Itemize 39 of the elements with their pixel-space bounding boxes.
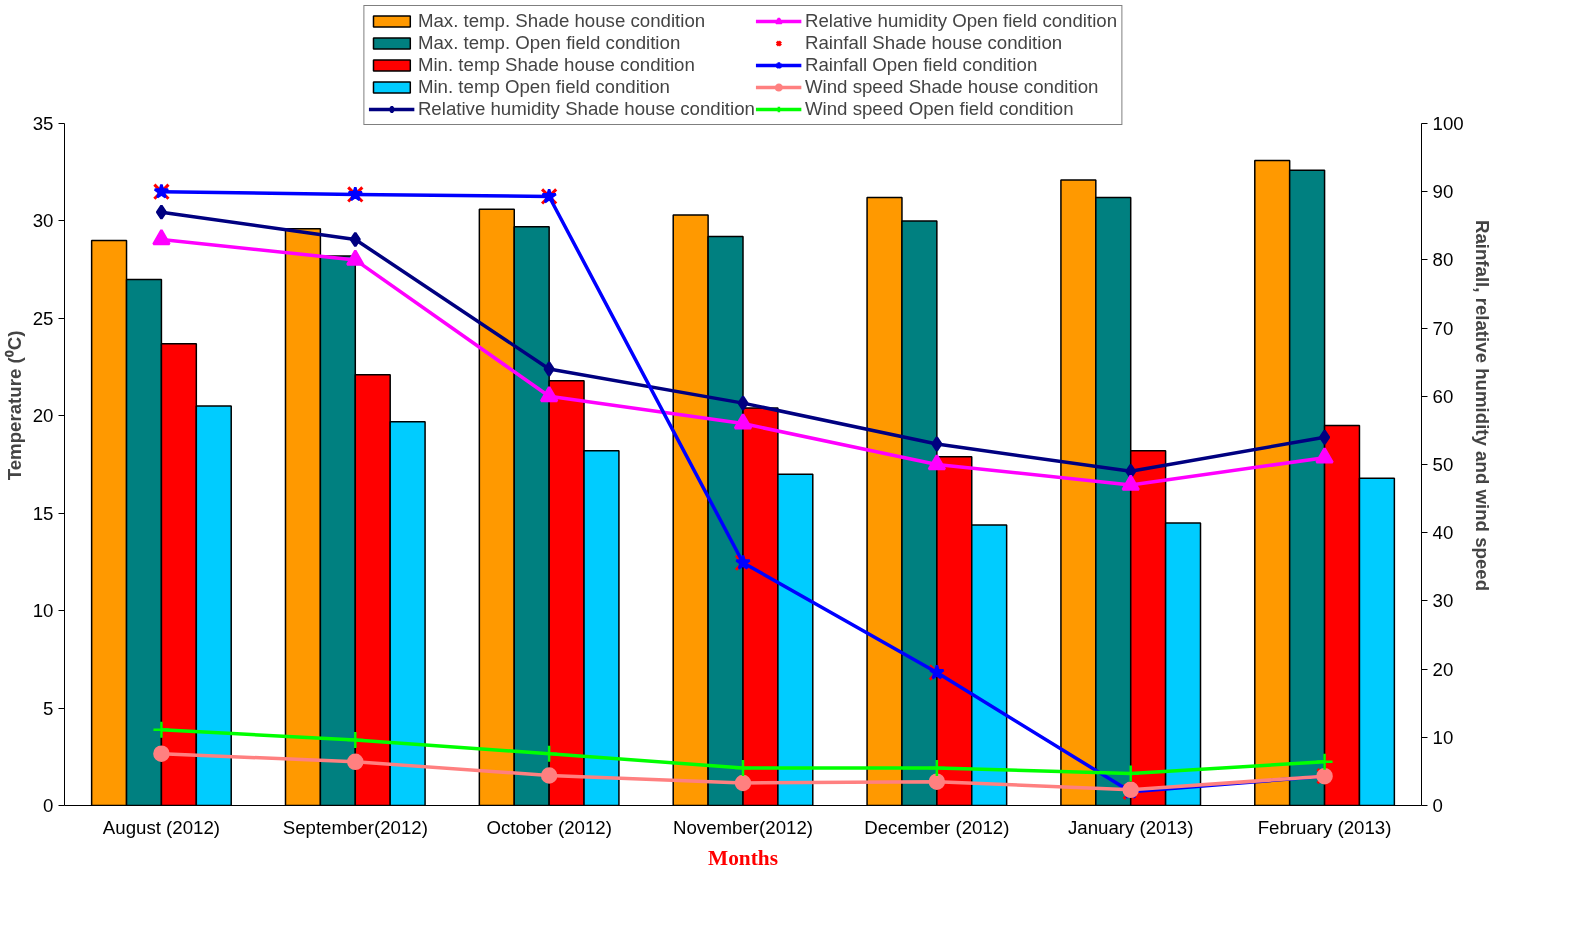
x-tick-label: January (2013) [1067, 816, 1194, 838]
y2-tick-label: 30 [1432, 590, 1454, 612]
legend-label: Rainfall Open field condition [804, 54, 1038, 76]
y2-tick-label: 0 [1432, 795, 1443, 816]
y2-tick-label: 40 [1432, 522, 1454, 544]
y2-tick-label: 20 [1432, 658, 1454, 680]
y-tick-label: 10 [32, 600, 54, 622]
y2-tick-label: 100 [1432, 113, 1464, 134]
x-tick-label: August (2012) [102, 816, 221, 838]
y-axis-title: Temperature (⁰C) [3, 330, 25, 481]
legend-label: Rainfall Shade house condition [804, 32, 1063, 54]
x-tick-label: November(2012) [673, 816, 814, 838]
legend-label: Wind speed Shade house condition [804, 76, 1099, 98]
y2-tick-label: 80 [1432, 249, 1454, 271]
legend-label: Relative humidity Shade house condition [417, 98, 755, 120]
y-tick-label: 0 [43, 795, 54, 816]
x-tick-label: February (2013) [1257, 816, 1392, 838]
legend-label: Wind speed Open field condition [804, 98, 1074, 120]
legend-label: Min. temp Open field condition [417, 76, 670, 98]
legend-label: Relative humidity Open field condition [804, 10, 1118, 32]
x-tick-label: September(2012) [282, 816, 428, 838]
y-tick-label: 25 [32, 307, 54, 329]
y2-tick-label: 10 [1432, 726, 1454, 748]
legend-label: Min. temp Shade house condition [417, 54, 695, 76]
x-tick-label: October (2012) [486, 816, 612, 838]
y-tick-label: 35 [32, 113, 54, 134]
y2-tick-label: 50 [1432, 454, 1454, 475]
y2-tick-label: 60 [1432, 385, 1454, 407]
x-axis-title: Months [708, 845, 778, 870]
y-tick-label: 5 [43, 697, 54, 719]
x-tick-label: December (2012) [864, 816, 1010, 838]
y-tick-label: 30 [32, 210, 54, 232]
legend-label: Max. temp. Shade house condition [417, 10, 706, 32]
y-tick-label: 15 [32, 502, 54, 524]
y-tick-label: 20 [32, 405, 54, 427]
legend-label: Max. temp. Open field condition [417, 32, 681, 54]
y2-axis-title: Rainfall, relative humidity and wind speed [1471, 219, 1493, 592]
y2-tick-label: 90 [1432, 181, 1454, 203]
y2-tick-label: 70 [1432, 317, 1454, 339]
